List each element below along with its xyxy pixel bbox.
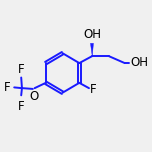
Polygon shape (90, 43, 93, 56)
Text: F: F (90, 83, 96, 96)
Text: O: O (29, 90, 38, 104)
Text: F: F (18, 100, 24, 113)
Text: F: F (18, 63, 24, 76)
Text: OH: OH (84, 28, 102, 41)
Text: F: F (4, 81, 10, 94)
Text: OH: OH (130, 56, 148, 69)
